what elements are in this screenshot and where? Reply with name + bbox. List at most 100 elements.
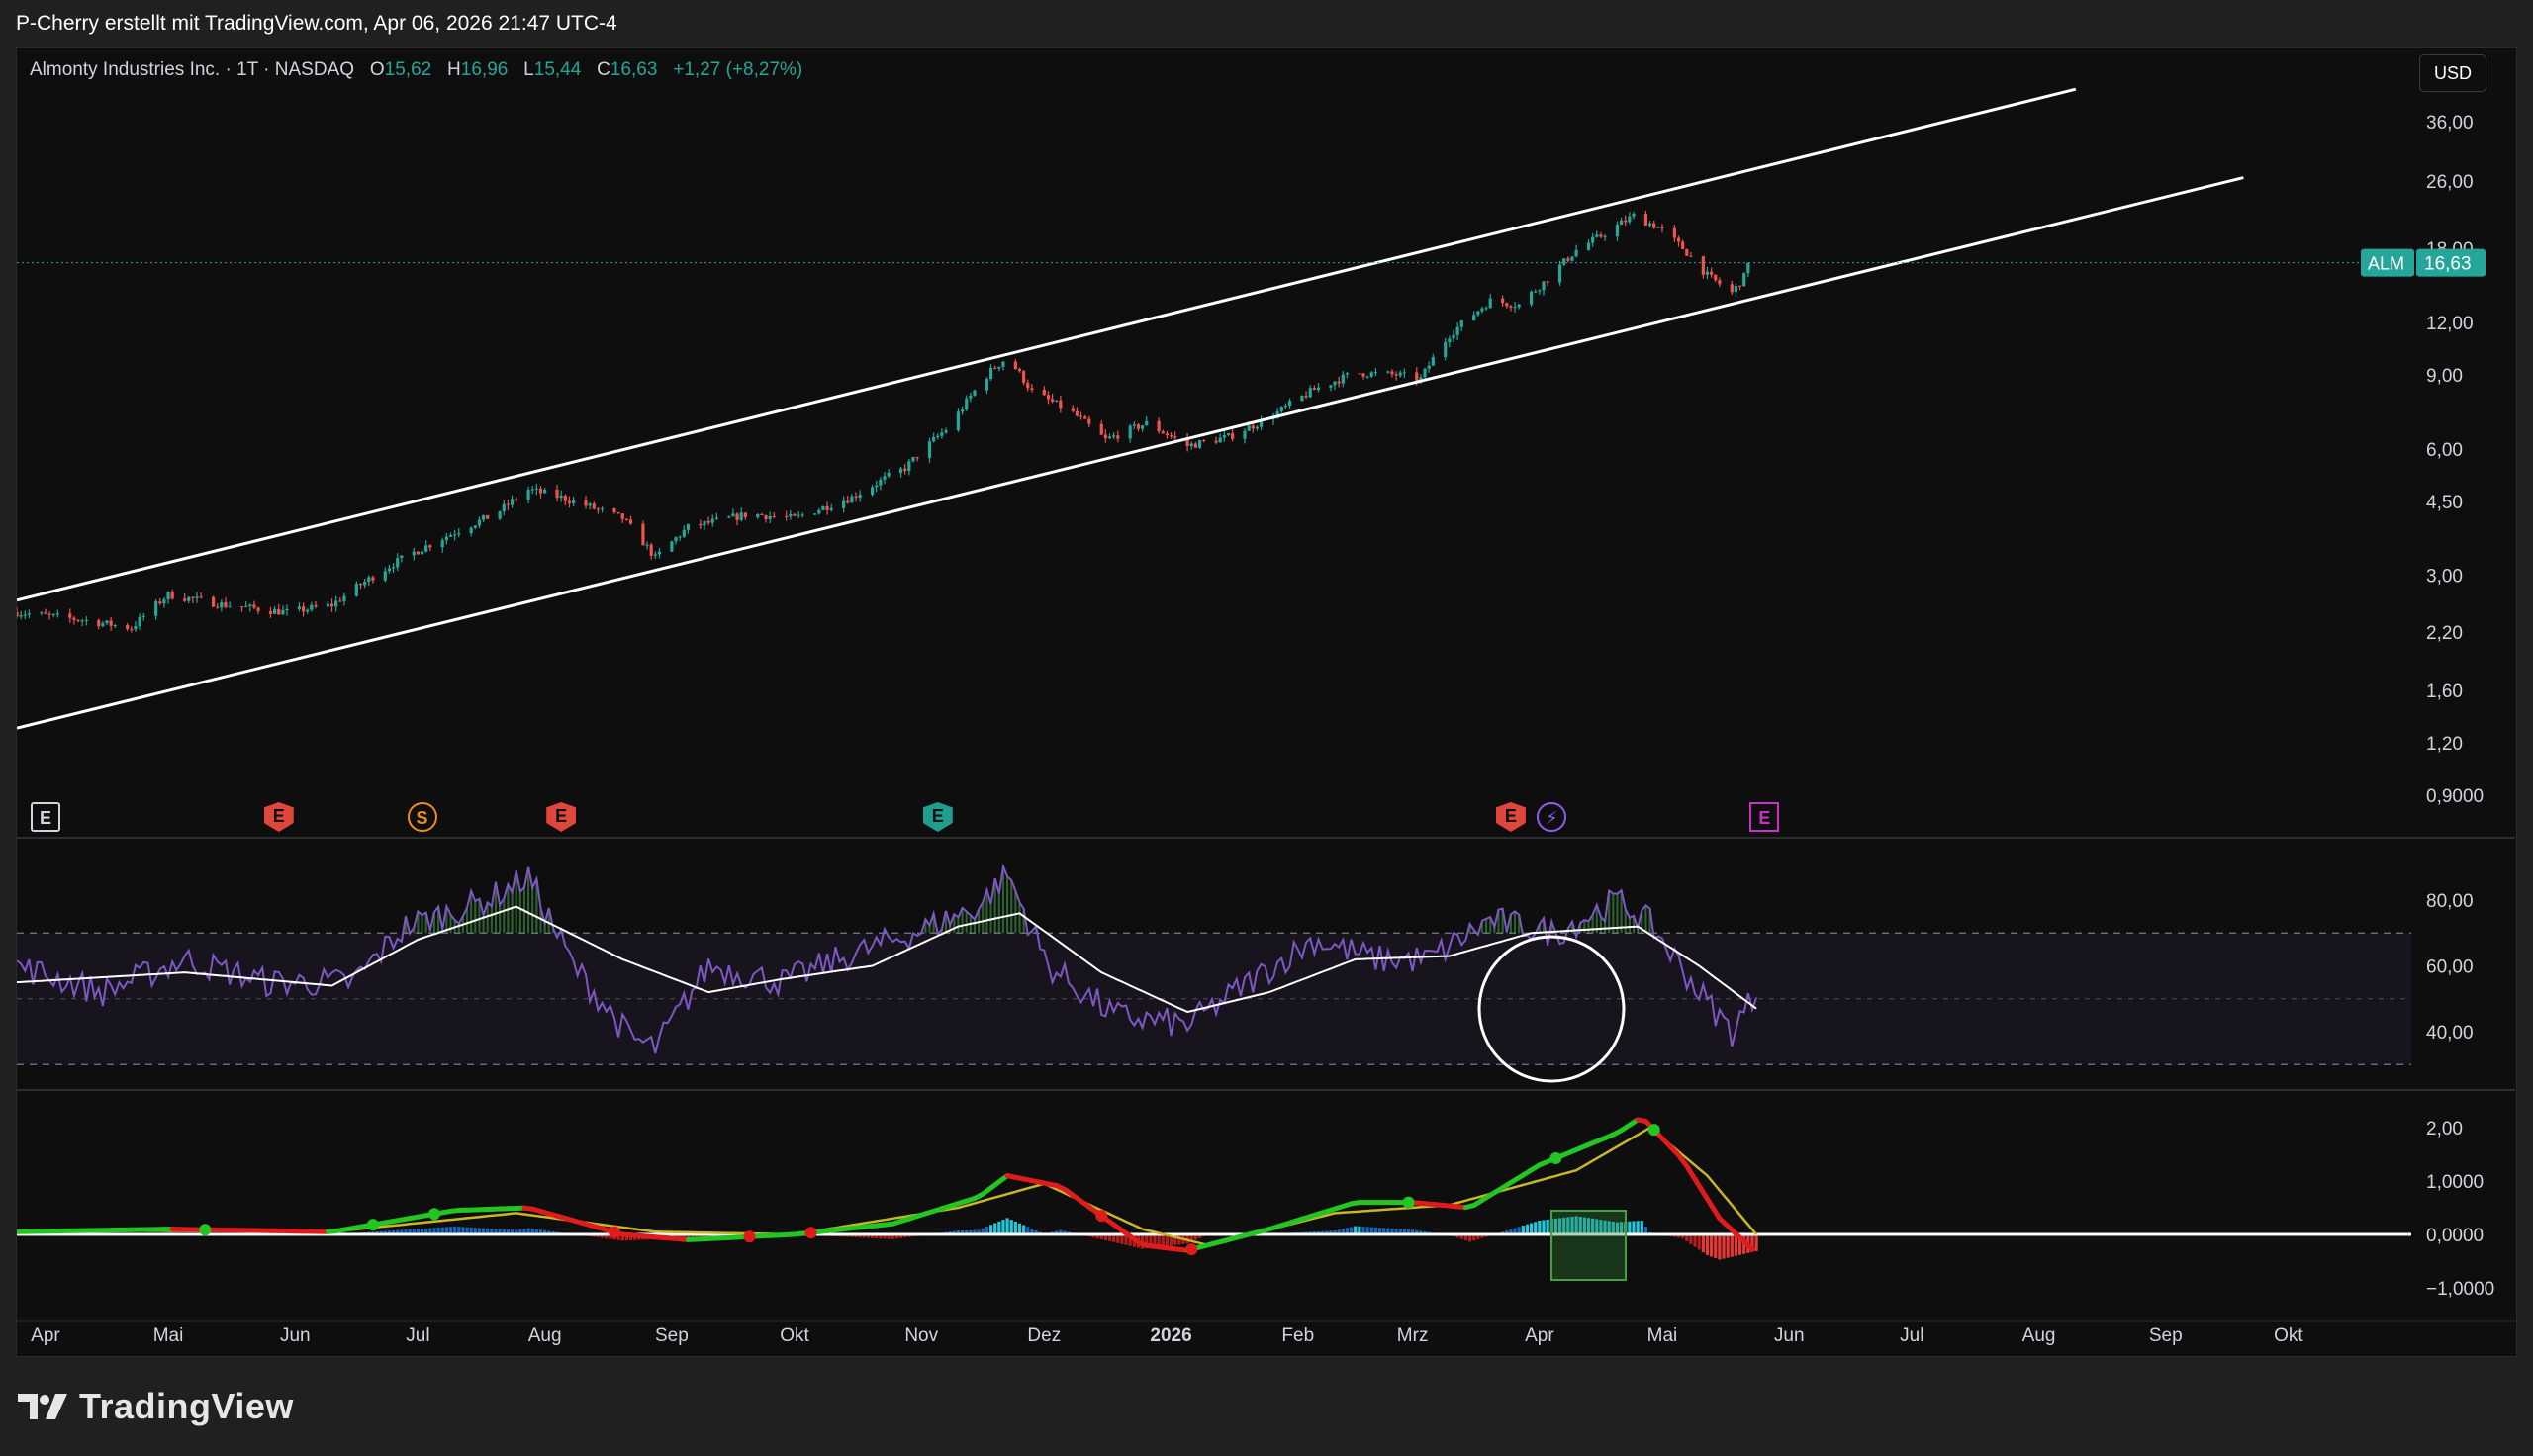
candle-body: [1562, 258, 1566, 265]
macd-histogram-bar: [1329, 1230, 1333, 1234]
candle-body: [44, 612, 47, 614]
candle-body: [453, 534, 457, 536]
time-axis-tick: Sep: [2149, 1325, 2183, 1346]
candle-body: [383, 571, 387, 581]
candle-body: [1173, 436, 1177, 438]
macd-histogram-bar: [891, 1234, 894, 1239]
candle-body: [1398, 372, 1402, 376]
candle-body: [1746, 262, 1750, 274]
candle-body: [101, 623, 105, 627]
candle-body: [829, 507, 833, 510]
currency-button[interactable]: USD: [2419, 54, 2486, 92]
candle-body: [224, 601, 228, 607]
macd-histogram-bar: [424, 1228, 428, 1234]
candle-body: [1452, 334, 1455, 339]
macd-histogram-bar: [1620, 1222, 1624, 1234]
macd-histogram-bar: [1103, 1234, 1107, 1241]
candle-body: [985, 378, 989, 391]
candle-body: [1222, 435, 1226, 438]
macd-histogram-bar: [1341, 1228, 1345, 1234]
time-axis-tick: Mai: [153, 1325, 184, 1346]
macd-histogram-bar: [1173, 1234, 1177, 1245]
macd-histogram-bar: [428, 1228, 432, 1234]
low-label: L: [523, 59, 534, 80]
candle-body: [789, 513, 793, 517]
macd-histogram-bar: [522, 1228, 526, 1234]
candle-body: [338, 600, 342, 602]
macd-histogram-bar: [538, 1229, 543, 1234]
macd-histogram-bar: [1643, 1227, 1648, 1234]
tradingview-logo[interactable]: TradingView: [18, 1385, 294, 1428]
event-marker-dividend[interactable]: ⚡: [1537, 802, 1567, 832]
candle-body: [1557, 264, 1562, 283]
candle-body: [130, 628, 134, 630]
macd-histogram-bar: [1112, 1234, 1116, 1242]
candle-body: [367, 577, 371, 583]
candle-body: [1615, 225, 1620, 237]
candle-body: [731, 513, 735, 517]
macd-histogram-bar: [420, 1228, 424, 1234]
candle-body: [714, 517, 718, 519]
macd-histogram-bar: [408, 1228, 412, 1234]
macd-histogram-bar: [854, 1234, 858, 1238]
macd-histogram-bar: [477, 1228, 482, 1234]
macd-histogram-bar: [1586, 1218, 1591, 1234]
macd-histogram-bar: [985, 1227, 989, 1234]
candle-body: [686, 523, 691, 530]
macd-histogram-bar: [875, 1234, 879, 1239]
candle-body: [1624, 220, 1628, 223]
candle-body: [735, 513, 739, 520]
price-axis-tick: 1,20: [2426, 734, 2463, 755]
macd-cross-dot: [427, 1208, 440, 1221]
macd-histogram-bar: [993, 1223, 997, 1234]
candle-body: [1390, 371, 1394, 375]
close-value: 16,63: [610, 59, 658, 80]
candle-body: [1308, 388, 1312, 398]
candle-body: [1517, 304, 1521, 308]
macd-histogram-bar: [1145, 1234, 1149, 1249]
event-marker-split[interactable]: S: [407, 802, 437, 832]
macd-histogram-bar: [1681, 1234, 1685, 1239]
macd-histogram-bar: [1570, 1216, 1574, 1234]
macd-histogram-bar: [600, 1234, 605, 1238]
macd-histogram-bar: [1059, 1229, 1063, 1234]
event-marker-earnings[interactable]: E: [30, 802, 60, 832]
macd-histogram-bar: [1553, 1218, 1558, 1234]
macd-histogram-bar: [387, 1230, 392, 1234]
macd-histogram-bar: [506, 1229, 511, 1234]
candle-body: [199, 596, 203, 598]
candle-body: [727, 516, 731, 518]
candle-body: [1116, 435, 1120, 439]
event-marker-earnings[interactable]: E: [1749, 802, 1780, 832]
candle-body: [1455, 326, 1459, 335]
macd-histogram-bar: [1509, 1228, 1513, 1234]
candle-body: [469, 527, 473, 534]
macd-histogram-bar: [903, 1234, 907, 1238]
price-axis-tick: 9,00: [2426, 366, 2463, 387]
candle-body: [1373, 372, 1378, 374]
macd-histogram-bar: [1476, 1234, 1480, 1239]
candle-body: [154, 601, 158, 616]
macd-histogram-bar: [1415, 1229, 1419, 1234]
candle-body: [1369, 372, 1373, 377]
candle-body: [477, 519, 482, 526]
chart-frame[interactable]: [16, 47, 2517, 1357]
candle-body: [216, 606, 220, 608]
macd-histogram-bar: [1124, 1234, 1128, 1245]
macd-histogram-bar: [960, 1229, 965, 1234]
candle-body: [424, 545, 428, 552]
candle-body: [567, 500, 572, 503]
macd-histogram-bar: [1517, 1227, 1521, 1234]
macd-histogram-bar: [432, 1228, 436, 1234]
candle-body: [187, 596, 191, 601]
macd-histogram-bar: [1603, 1220, 1607, 1234]
candle-body: [1050, 399, 1055, 402]
candle-body: [1488, 298, 1492, 309]
candle-body: [1141, 425, 1145, 429]
candle-body: [191, 596, 195, 598]
candle-body: [23, 614, 27, 616]
macd-pane: [17, 1117, 2411, 1260]
candle-body: [584, 500, 588, 506]
macd-histogram-bar: [1354, 1226, 1358, 1234]
